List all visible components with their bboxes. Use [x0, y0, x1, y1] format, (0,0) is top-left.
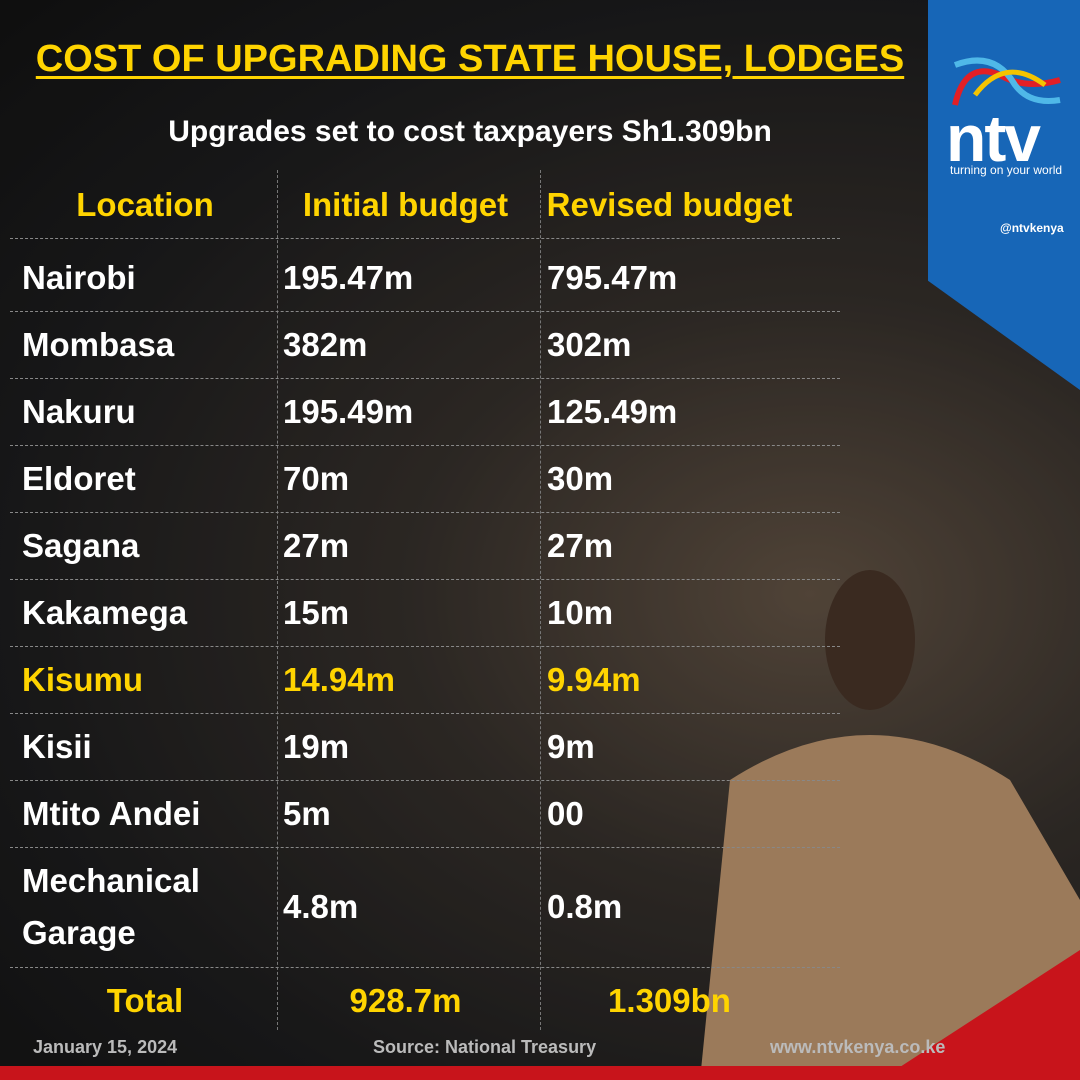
- table-cell: 30m: [547, 459, 614, 497]
- source: Source: National Treasury: [373, 1037, 597, 1057]
- table-cell: 15m: [283, 593, 350, 631]
- total-cell: Total: [106, 982, 184, 1019]
- table-cell: Mtito Andei: [22, 794, 201, 832]
- row-divider: [10, 967, 840, 968]
- logo-swirl: [952, 57, 1061, 106]
- table-cell: 27m: [283, 526, 350, 564]
- table-cell: 0.8m: [547, 888, 623, 925]
- person-body: [700, 735, 1080, 1080]
- table-cell: Eldoret: [22, 459, 136, 497]
- table-cell: Mombasa: [22, 325, 175, 363]
- table-cell: 27m: [547, 526, 614, 564]
- bottom-stripe: [0, 1066, 1080, 1080]
- table-cell: 4.8m: [283, 888, 359, 925]
- column-header: Revised budget: [546, 186, 793, 223]
- column-header: Location: [76, 186, 214, 223]
- row-divider: [10, 512, 840, 513]
- table-cell: 195.49m: [283, 392, 414, 430]
- date: January 15, 2024: [33, 1037, 178, 1057]
- table-cell: Nakuru: [22, 392, 136, 430]
- row-divider: [10, 378, 840, 379]
- title: COST OF UPGRADING STATE HOUSE, LODGES: [35, 38, 905, 80]
- red-corner: [880, 950, 1080, 1080]
- table-cell: 70m: [283, 459, 350, 497]
- table-cell: Nairobi: [22, 258, 136, 296]
- table-cell: 9.94m: [547, 660, 641, 698]
- table-cell: Kisii: [22, 727, 92, 765]
- table-cell: 382m: [283, 325, 368, 363]
- row-divider: [10, 646, 840, 647]
- person-head: [825, 570, 915, 710]
- row-divider: [10, 713, 840, 714]
- table-cell: Sagana: [22, 526, 140, 564]
- table-cell: Mechanical Garage: [22, 862, 200, 951]
- total-cell: 928.7m: [349, 982, 462, 1019]
- row-divider: [10, 780, 840, 781]
- row-divider: [10, 311, 840, 312]
- website[interactable]: www.ntvkenya.co.ke: [770, 1037, 946, 1057]
- table-cell: 14.94m: [283, 660, 395, 698]
- table-cell: 195.47m: [283, 258, 414, 296]
- row-divider: [10, 445, 840, 446]
- tagline: turning on your world: [950, 163, 1063, 177]
- row-divider: [10, 238, 840, 239]
- total-cell: 1.309bn: [608, 982, 731, 1019]
- social-handle[interactable]: @ntvkenya: [1000, 221, 1064, 235]
- table-cell: 00: [547, 794, 584, 832]
- row-divider: [10, 579, 840, 580]
- row-divider: [10, 847, 840, 848]
- subtitle: Upgrades set to cost taxpayers Sh1.309bn: [168, 115, 772, 148]
- column-header: Initial budget: [302, 186, 509, 223]
- table-cell: 19m: [283, 727, 350, 765]
- table-cell: 10m: [547, 593, 614, 631]
- table-cell: 5m: [283, 794, 331, 832]
- table-cell: 795.47m: [547, 258, 678, 296]
- table-cell: Kisumu: [22, 660, 144, 698]
- column-divider: [540, 170, 541, 1030]
- table-cell: 302m: [547, 325, 632, 363]
- logo: ntv: [946, 101, 1041, 175]
- column-divider: [277, 170, 278, 1030]
- table-cell: 125.49m: [547, 392, 678, 430]
- table-cell: 9m: [547, 727, 595, 765]
- table-cell: Kakamega: [22, 593, 188, 631]
